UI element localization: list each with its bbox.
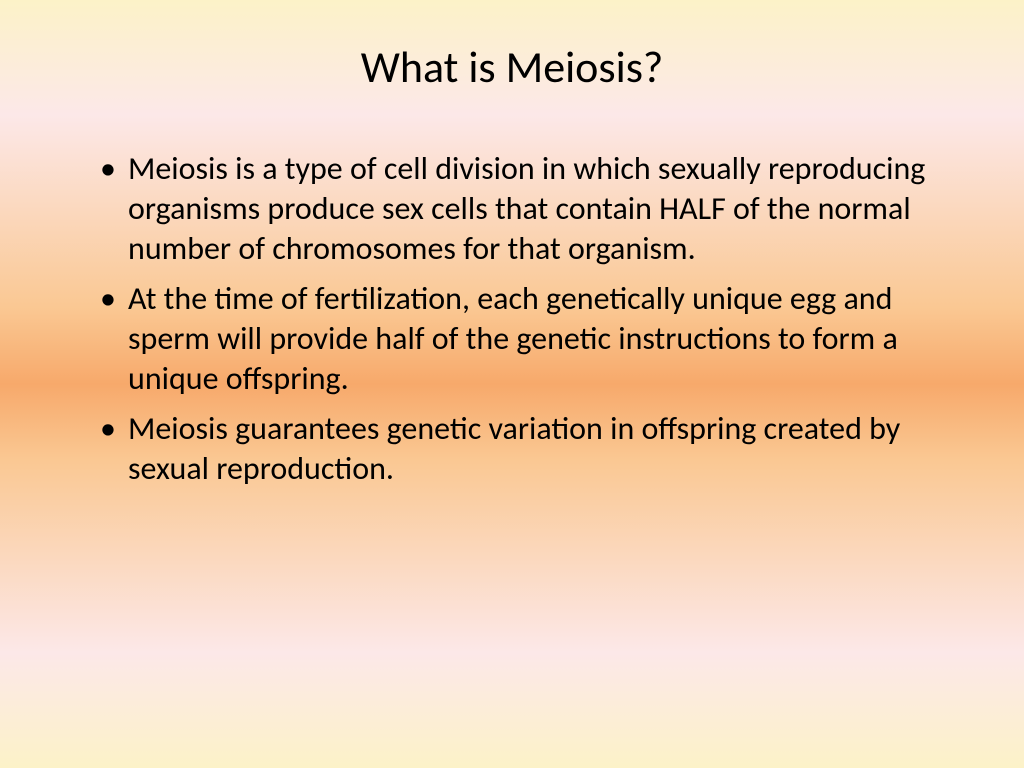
bullet-item: Meiosis is a type of cell division in wh… bbox=[100, 149, 954, 269]
slide-title: What is Meiosis? bbox=[70, 40, 954, 94]
bullet-item: Meiosis guarantees genetic variation in … bbox=[100, 409, 954, 489]
bullet-item: At the time of fertilization, each genet… bbox=[100, 279, 954, 399]
bullet-list: Meiosis is a type of cell division in wh… bbox=[100, 149, 954, 489]
slide-content: Meiosis is a type of cell division in wh… bbox=[70, 149, 954, 489]
slide-container: What is Meiosis? Meiosis is a type of ce… bbox=[0, 0, 1024, 768]
